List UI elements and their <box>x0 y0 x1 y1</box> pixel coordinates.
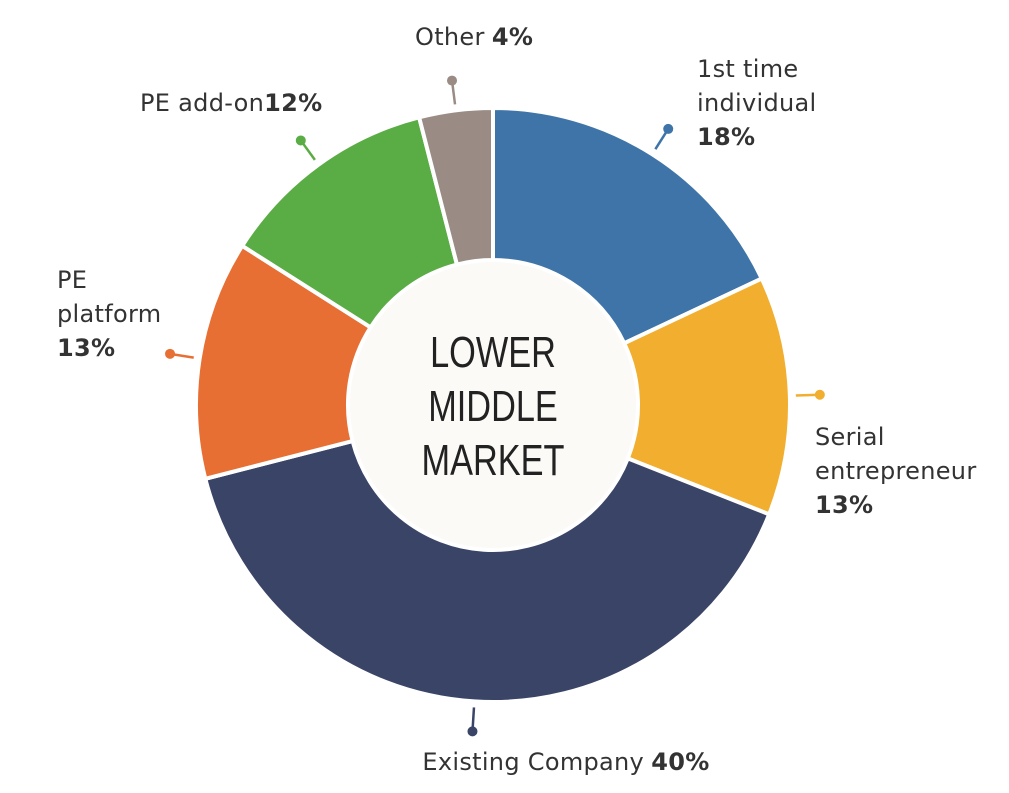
value-label: 18% <box>697 123 756 151</box>
slice-label: Other 4% <box>415 20 615 54</box>
slice-label: PE platform 13% <box>57 263 182 365</box>
center-disc <box>350 262 636 548</box>
slice-label: 1st time individual 18% <box>697 52 857 154</box>
center-label-line: LOWER <box>430 328 556 377</box>
category-name: PE platform <box>57 266 162 328</box>
value-label: 40% <box>651 748 710 776</box>
donut-segment <box>202 438 772 704</box>
slice-label: Existing Company 40% <box>313 745 819 779</box>
donut-segment <box>239 114 460 331</box>
leader-dot <box>814 389 825 400</box>
donut-segment <box>416 105 495 267</box>
center-label-line: MARKET <box>422 436 565 485</box>
leader-dot <box>467 726 478 737</box>
leader-dot <box>165 348 176 359</box>
category-name: Other <box>415 23 485 51</box>
donut-segment <box>194 243 374 482</box>
donut-segment <box>491 105 765 346</box>
donut-segment <box>621 275 792 517</box>
center-label: LOWER MIDDLE MARKET <box>422 328 565 485</box>
category-name: Existing Company <box>422 748 645 776</box>
slice-label: Serial entrepreneur 13% <box>815 420 1000 522</box>
category-name: Serial entrepreneur <box>815 423 977 485</box>
value-label: 4% <box>491 23 534 51</box>
slice-label: PE add-on12% <box>140 86 380 120</box>
center-label-line: MIDDLE <box>428 382 558 431</box>
category-name: PE add-on <box>140 89 265 117</box>
leader-dot <box>295 135 306 146</box>
leader-dot <box>447 75 458 86</box>
value-label: 13% <box>815 491 874 519</box>
value-label: 12% <box>264 89 323 117</box>
category-name: 1st time individual <box>697 55 817 117</box>
value-label: 13% <box>57 334 116 362</box>
leader-dot <box>663 123 674 134</box>
